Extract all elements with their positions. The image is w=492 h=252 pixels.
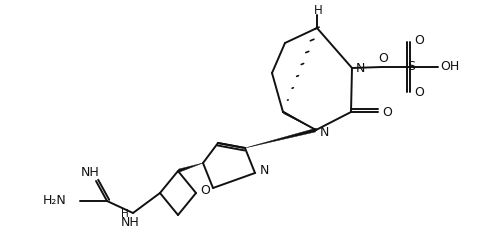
Text: H: H: [313, 4, 322, 16]
Text: O: O: [382, 106, 392, 118]
Text: O: O: [414, 35, 424, 47]
Polygon shape: [282, 110, 316, 130]
Text: H: H: [121, 209, 129, 219]
Text: O: O: [378, 51, 388, 65]
Polygon shape: [245, 128, 316, 148]
Text: NH: NH: [121, 215, 139, 229]
Text: NH: NH: [81, 166, 99, 178]
Text: N: N: [355, 62, 365, 76]
Text: OH: OH: [440, 60, 460, 74]
Polygon shape: [178, 163, 203, 173]
Text: N: N: [259, 164, 269, 176]
Text: O: O: [414, 86, 424, 100]
Text: O: O: [200, 184, 210, 198]
Text: S: S: [407, 60, 415, 74]
Text: H₂N: H₂N: [42, 195, 66, 207]
Text: N: N: [319, 125, 329, 139]
